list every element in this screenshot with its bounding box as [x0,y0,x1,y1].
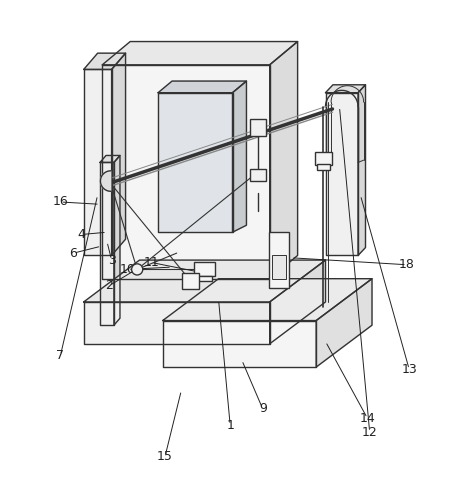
Polygon shape [163,321,316,367]
Polygon shape [100,171,111,191]
Polygon shape [102,42,298,65]
Text: 9: 9 [259,402,266,415]
Text: 18: 18 [399,258,415,271]
Text: 6: 6 [70,247,77,260]
Polygon shape [84,260,326,302]
Polygon shape [114,156,120,325]
Bar [250,119,266,136]
Text: 14: 14 [359,412,375,425]
Bar [315,152,332,165]
Text: 15: 15 [157,450,173,463]
Bar [250,170,266,181]
Text: 10: 10 [120,263,136,276]
Text: 3: 3 [108,254,115,267]
Polygon shape [358,85,365,256]
Polygon shape [163,279,372,321]
Polygon shape [316,279,372,367]
Text: 13: 13 [401,363,417,376]
Polygon shape [84,70,112,256]
Circle shape [132,264,143,275]
Polygon shape [158,81,246,93]
Polygon shape [100,156,120,162]
Text: 11: 11 [143,256,159,269]
Polygon shape [102,65,270,279]
Text: 16: 16 [53,196,68,209]
Polygon shape [84,53,126,70]
Polygon shape [232,81,246,232]
Text: 12: 12 [362,426,378,439]
Polygon shape [326,85,365,93]
Text: 2: 2 [106,279,113,292]
Polygon shape [158,93,232,232]
Polygon shape [100,162,114,325]
Polygon shape [326,93,358,256]
Text: 4: 4 [78,228,85,241]
Polygon shape [112,53,126,256]
Bar [194,262,215,276]
Bar [182,273,199,289]
Bar [197,276,212,282]
Text: 1: 1 [226,419,234,432]
Polygon shape [84,302,270,344]
Polygon shape [270,42,298,279]
Polygon shape [270,260,326,344]
Bar [272,256,286,279]
Bar [317,164,330,170]
Bar [269,232,289,288]
Text: 7: 7 [56,349,65,362]
